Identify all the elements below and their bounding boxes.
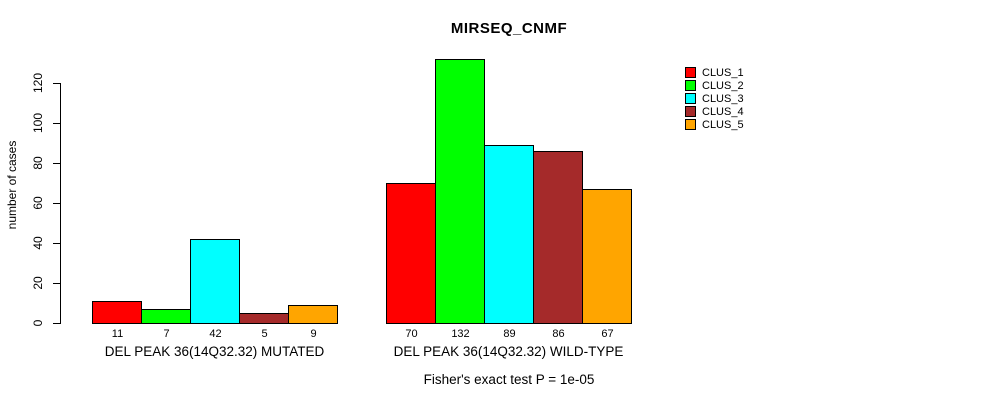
bar-clus_4-group1 (239, 313, 289, 324)
bar-value-label: 86 (552, 328, 565, 340)
legend-item-clus_2: CLUS_2 (685, 79, 744, 92)
bar-clus_1-group2 (386, 183, 436, 324)
bar-value-label: 7 (163, 328, 170, 340)
legend-swatch-clus_2 (685, 80, 696, 91)
bar-value-label: 67 (601, 328, 614, 340)
y-tick-label: 0 (31, 319, 45, 327)
bar-clus_1-group1 (92, 301, 142, 324)
y-tick (53, 83, 60, 84)
bar-value-label: 89 (503, 328, 516, 340)
legend-item-clus_1: CLUS_1 (685, 66, 744, 79)
bar-clus_2-group1 (141, 309, 191, 324)
group-label-2: DEL PEAK 36(14Q32.32) WILD-TYPE (393, 344, 624, 359)
y-tick-label: 40 (31, 236, 45, 250)
legend-item-clus_4: CLUS_4 (685, 105, 744, 118)
legend-item-label: CLUS_2 (702, 79, 744, 92)
bar-value-label: 5 (261, 328, 268, 340)
legend-item-label: CLUS_1 (702, 66, 744, 79)
y-tick (53, 163, 60, 164)
y-axis-line (60, 83, 61, 324)
bar-clus_2-group2 (435, 59, 485, 324)
y-tick-label: 120 (31, 72, 45, 94)
group-label-1: DEL PEAK 36(14Q32.32) MUTATED (104, 344, 325, 359)
legend-swatch-clus_4 (685, 106, 696, 117)
bar-clus_3-group1 (190, 239, 240, 324)
bar-value-label: 11 (111, 328, 124, 340)
caption: Fisher's exact test P = 1e-05 (423, 372, 595, 387)
y-tick (53, 283, 60, 284)
legend-item-label: CLUS_5 (702, 118, 744, 131)
y-tick-label: 100 (31, 112, 45, 134)
bar-value-label: 42 (209, 328, 222, 340)
legend: CLUS_1 CLUS_2 CLUS_3 CLUS_4 CLUS_5 (685, 66, 744, 131)
y-tick-label: 60 (31, 196, 45, 210)
bar-clus_3-group2 (484, 145, 534, 324)
chart-title: MIRSEQ_CNMF (450, 20, 568, 37)
bar-value-label: 70 (405, 328, 418, 340)
bar-clus_5-group1 (288, 305, 338, 324)
legend-swatch-clus_1 (685, 67, 696, 78)
legend-item-label: CLUS_3 (702, 92, 744, 105)
legend-swatch-clus_5 (685, 119, 696, 130)
legend-item-clus_5: CLUS_5 (685, 118, 744, 131)
bar-value-label: 9 (310, 328, 317, 340)
legend-swatch-clus_3 (685, 93, 696, 104)
y-tick (53, 123, 60, 124)
y-tick (53, 323, 60, 324)
bar-clus_4-group2 (533, 151, 583, 324)
y-tick-label: 80 (31, 156, 45, 170)
y-tick (53, 243, 60, 244)
bar-value-label: 132 (451, 328, 470, 340)
bar-clus_5-group2 (582, 189, 632, 324)
legend-item-clus_3: CLUS_3 (685, 92, 744, 105)
y-tick (53, 203, 60, 204)
y-axis-label: number of cases (5, 140, 19, 230)
legend-item-label: CLUS_4 (702, 105, 744, 118)
y-tick-label: 20 (31, 276, 45, 290)
